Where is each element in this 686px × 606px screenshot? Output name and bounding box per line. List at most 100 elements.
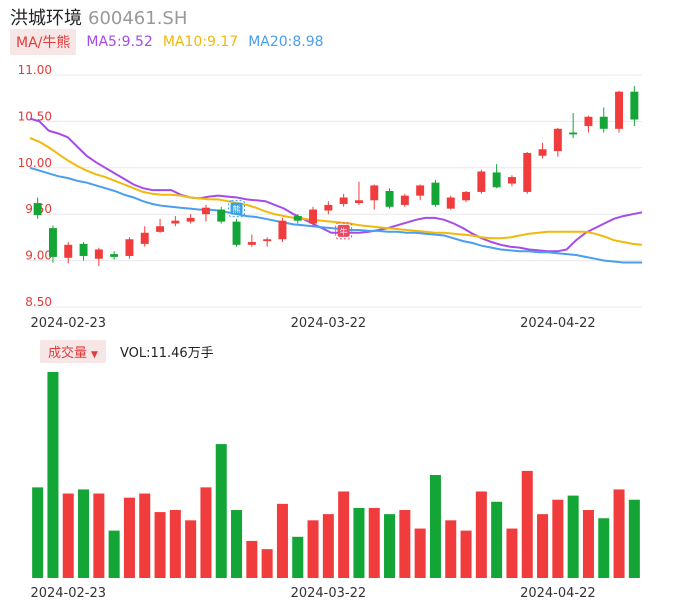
candle-body	[477, 171, 486, 192]
volume-bar	[246, 540, 258, 578]
ma-legend-row: MA/牛熊 MA5:9.52 MA10:9.17 MA20:8.98	[10, 29, 324, 55]
candle-body	[630, 91, 639, 120]
candle-body	[385, 191, 394, 207]
candle-body	[523, 152, 532, 192]
volume-bar	[399, 510, 411, 578]
candle-body	[48, 228, 57, 257]
volume-readout: VOL:11.46万手	[119, 345, 214, 361]
volume-bar	[475, 491, 487, 578]
volume-bar	[47, 372, 59, 578]
volume-bar	[628, 499, 640, 578]
y-tick-label: 8.50	[25, 295, 52, 309]
candle-body	[615, 91, 624, 129]
volume-bar	[108, 530, 120, 578]
volume-bar	[598, 518, 610, 578]
candle-body	[217, 209, 226, 222]
stock-header: 洪城环境 600461.SH	[10, 4, 188, 29]
volume-bar	[62, 493, 74, 578]
volume-bar	[567, 495, 579, 578]
candle-body	[431, 182, 440, 205]
candle-body	[171, 220, 180, 224]
volume-toggle-label: 成交量	[48, 345, 88, 361]
candle-body	[140, 232, 149, 244]
candle-body	[339, 197, 348, 204]
candle-body	[324, 204, 333, 211]
candle-body	[370, 185, 379, 201]
volume-bar	[123, 497, 135, 578]
candle-body	[64, 244, 73, 258]
volume-bar	[154, 512, 166, 578]
y-tick-label: 10.00	[18, 156, 52, 170]
ma5-line	[29, 117, 643, 253]
volume-bar	[185, 520, 197, 578]
candle-body	[507, 177, 516, 184]
ma20-line	[29, 166, 642, 264]
volume-bar	[582, 510, 594, 578]
candle-body	[569, 132, 578, 135]
volume-bar	[384, 514, 396, 578]
candle-body	[309, 209, 318, 224]
y-tick-label: 10.50	[18, 109, 52, 123]
ma10-legend: MA10:9.17	[162, 34, 239, 50]
candle-body	[278, 220, 287, 240]
candle-body	[446, 197, 455, 209]
volume-bar	[169, 510, 181, 578]
ma20-legend: MA20:8.98	[248, 34, 324, 50]
bear-marker-icon-frame	[228, 200, 246, 218]
candle-body	[79, 243, 88, 256]
candle-body	[110, 254, 119, 257]
volume-bar	[276, 503, 288, 578]
volume-legend-row: 成交量 ▼ VOL:11.46万手	[40, 339, 214, 363]
candle-body	[416, 185, 425, 196]
candle-body	[263, 239, 272, 242]
volume-bar	[460, 530, 472, 578]
x-tick-label: 2024-04-22	[520, 316, 596, 331]
x-tick-label: 2024-02-23	[30, 316, 106, 331]
volume-bar	[429, 475, 441, 578]
volume-bar	[368, 507, 380, 578]
candle-body	[293, 216, 302, 221]
candle-body	[232, 221, 241, 245]
candle-body	[462, 191, 471, 201]
candle-body	[599, 116, 608, 129]
volume-toggle-button[interactable]: 成交量 ▼	[40, 339, 106, 363]
candle-body	[354, 200, 363, 204]
bull-marker-icon-frame	[335, 222, 353, 240]
volume-bar	[445, 520, 457, 578]
volume-x-tick-label: 2024-02-23	[30, 586, 106, 601]
candle-body	[400, 195, 409, 205]
indicator-toggle-button[interactable]: MA/牛熊	[10, 29, 77, 55]
y-tick-label: 11.00	[18, 63, 52, 77]
volume-bar	[93, 493, 105, 578]
volume-bar	[200, 487, 212, 578]
volume-bar	[139, 493, 151, 578]
candle-body	[553, 128, 562, 152]
bear-marker-icon-label: 熊	[233, 204, 241, 214]
bear-marker-icon	[230, 202, 243, 215]
volume-bar	[506, 528, 518, 578]
bull-marker-icon	[337, 224, 350, 237]
volume-x-tick-label: 2024-04-22	[520, 586, 596, 601]
volume-bar	[537, 514, 549, 578]
stock-code: 600461.SH	[88, 8, 188, 29]
caret-down-icon: ▼	[91, 349, 98, 360]
volume-bar	[78, 489, 90, 578]
volume-bar	[353, 507, 365, 578]
volume-bar	[292, 536, 304, 578]
volume-bar	[322, 514, 334, 578]
volume-bar	[338, 491, 350, 578]
ma5-legend: MA5:9.52	[86, 34, 153, 50]
volume-x-tick-label: 2024-03-22	[291, 586, 367, 601]
y-tick-label: 9.00	[25, 249, 52, 263]
candle-body	[538, 149, 547, 156]
candle-body	[125, 239, 134, 256]
candle-body	[584, 116, 593, 127]
volume-bar	[613, 489, 625, 578]
candle-body	[186, 217, 195, 222]
x-tick-label: 2024-03-22	[291, 316, 367, 331]
volume-bar	[231, 510, 243, 578]
candle-body	[492, 172, 501, 188]
ma10-line	[29, 137, 643, 246]
volume-bar	[307, 520, 319, 578]
